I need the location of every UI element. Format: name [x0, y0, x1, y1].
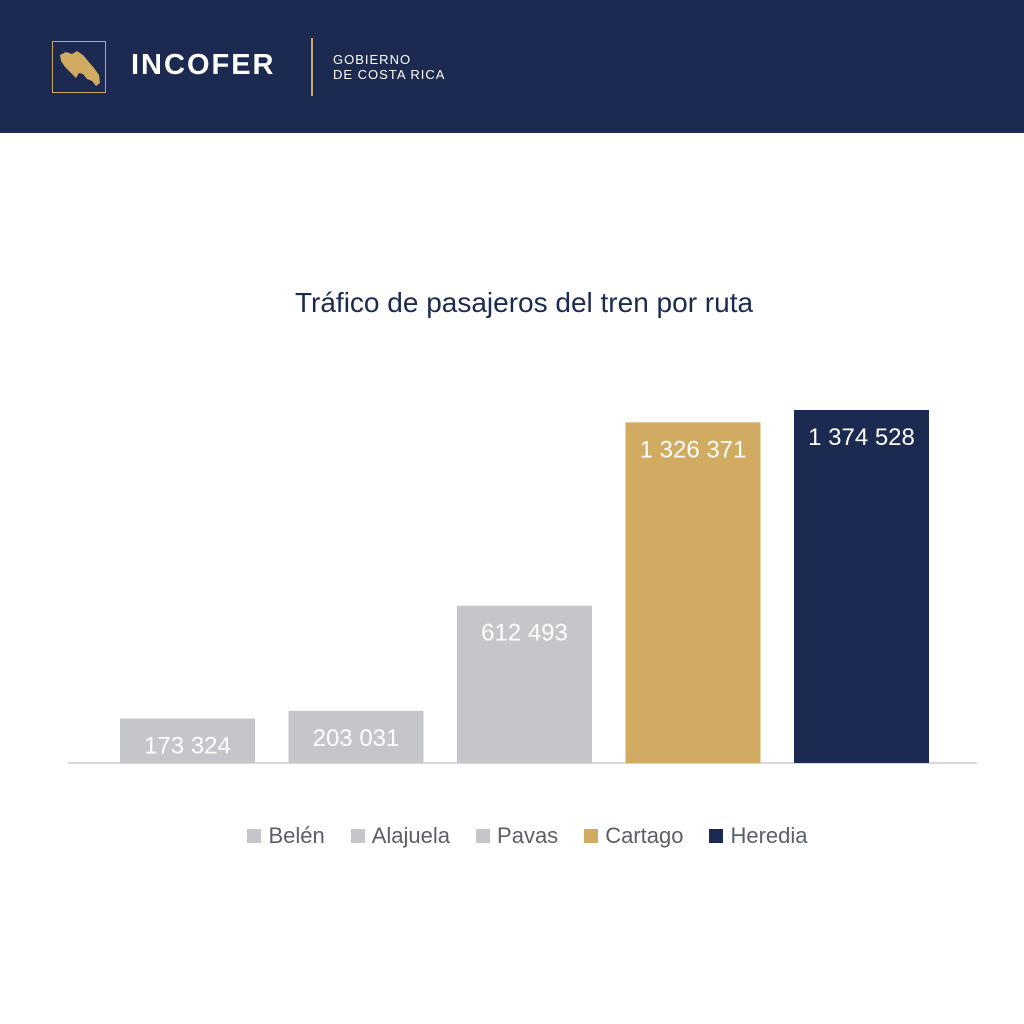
header-divider	[311, 38, 313, 96]
bar-pavas	[457, 605, 592, 763]
gov-line-2: DE COSTA RICA	[333, 67, 446, 82]
legend-label: Heredia	[730, 823, 808, 848]
legend-label: Belén	[268, 823, 325, 848]
brand-name: INCOFER	[131, 49, 276, 81]
logo	[52, 41, 106, 93]
bar-heredia	[794, 410, 929, 763]
legend-item: Belén	[247, 822, 325, 850]
chart-legend: Belén Alajuela Pavas Cartago Heredia	[0, 822, 1024, 850]
gov-line-1: GOBIERNO	[333, 52, 412, 67]
legend-item: Cartago	[584, 822, 683, 850]
legend-swatch	[350, 829, 365, 843]
government-label: GOBIERNO DE COSTA RICA	[333, 52, 445, 82]
legend-swatch	[584, 829, 599, 843]
bar-belén	[120, 718, 255, 763]
data-label: 612 493	[481, 620, 568, 647]
legend-item: Pavas	[476, 822, 558, 850]
legend-label: Alajuela	[371, 823, 451, 848]
header-bar: INCOFER GOBIERNO DE COSTA RICA	[0, 0, 1024, 133]
legend-swatch	[709, 829, 724, 843]
chart-title: Tráfico de pasajeros del tren por ruta	[294, 287, 754, 318]
legend-swatch	[247, 829, 262, 843]
legend-swatch	[476, 829, 491, 843]
legend-label: Pavas	[497, 823, 559, 848]
data-label: 1 374 528	[808, 424, 915, 451]
legend-item: Heredia	[709, 822, 808, 850]
costa-rica-map-icon	[60, 51, 100, 86]
legend-label: Cartago	[605, 823, 684, 848]
data-label: 203 031	[313, 725, 400, 752]
data-label: 173 324	[144, 732, 231, 759]
bar-alajuela	[288, 710, 424, 763]
legend-item: Alajuela	[350, 822, 451, 850]
data-label: 1 326 371	[640, 436, 747, 463]
bar-cartago	[625, 422, 761, 763]
